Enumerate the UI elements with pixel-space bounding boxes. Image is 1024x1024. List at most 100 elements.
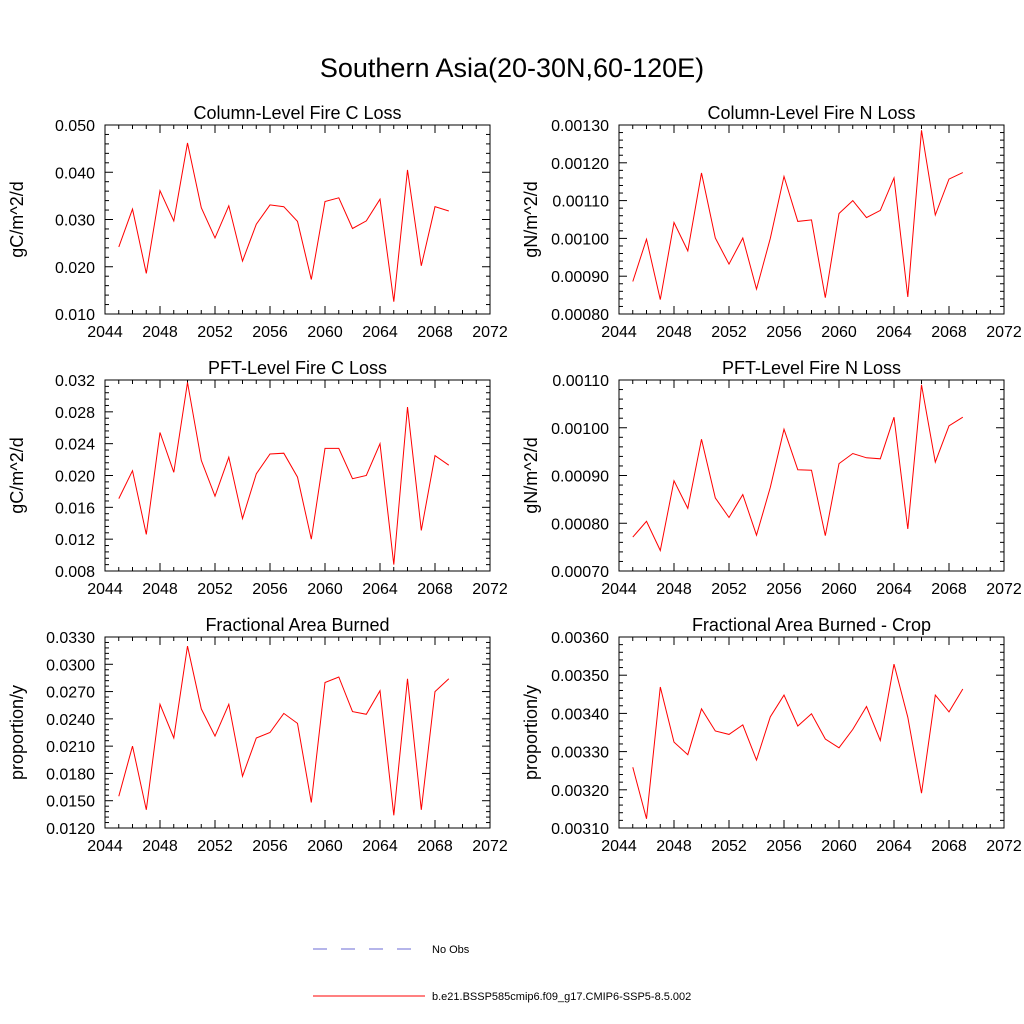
panel-title: Fractional Area Burned	[205, 615, 389, 635]
y-tick-label: 0.00130	[551, 118, 609, 135]
x-tick-label: 2048	[656, 581, 692, 598]
y-tick-label: 0.0240	[46, 712, 95, 729]
plot-frame	[618, 379, 1005, 572]
y-axis-label: gN/m^2/d	[521, 437, 541, 513]
y-tick-label: 0.028	[55, 405, 95, 422]
panel-1: Column-Level Fire C Loss gC/m^2/d 2044 2048…	[7, 103, 508, 341]
panel-title: Fractional Area Burned - Crop	[692, 615, 931, 635]
series-line	[118, 645, 450, 816]
panel-5: Fractional Area Burned proportion/y 2044 20…	[7, 615, 508, 855]
x-tick-label: 2060	[307, 324, 343, 341]
y-tick-label: 0.0180	[46, 766, 95, 783]
panel-title: PFT-Level Fire C Loss	[208, 358, 387, 378]
x-tick-label: 2064	[362, 324, 398, 341]
plot-frame	[104, 636, 491, 829]
x-tick-label: 2072	[472, 324, 508, 341]
x-tick-label: 2052	[711, 581, 747, 598]
y-tick-label: 0.00090	[551, 269, 609, 286]
y-tick-label: 0.00360	[551, 630, 609, 647]
x-tick-label: 2048	[142, 324, 178, 341]
y-tick-label: 0.00110	[552, 373, 609, 390]
y-tick-label: 0.00080	[551, 516, 609, 533]
y-axis-label: gC/m^2/d	[7, 437, 27, 513]
x-tick-label: 2064	[362, 838, 398, 855]
plot-frame	[104, 379, 491, 572]
x-tick-label: 2056	[252, 581, 288, 598]
y-axis-label: gN/m^2/d	[521, 181, 541, 257]
x-tick-label: 2052	[197, 324, 233, 341]
x-tick-label: 2044	[601, 324, 637, 341]
x-tick-label: 2068	[931, 324, 967, 341]
y-tick-label: 0.00100	[551, 421, 609, 438]
y-tick-label: 0.0330	[46, 630, 95, 647]
y-tick-label: 0.00070	[551, 564, 609, 581]
y-tick-label: 0.00120	[551, 156, 609, 173]
y-tick-label: 0.020	[55, 260, 95, 277]
y-tick-label: 0.00350	[551, 668, 609, 685]
x-tick-label: 2048	[142, 838, 178, 855]
y-tick-label: 0.024	[55, 437, 95, 454]
y-tick-label: 0.008	[55, 564, 95, 581]
x-tick-label: 2052	[197, 581, 233, 598]
x-tick-label: 2072	[986, 838, 1022, 855]
x-tick-label: 2072	[472, 581, 508, 598]
series-line	[632, 130, 964, 300]
y-tick-label: 0.030	[55, 213, 95, 230]
x-tick-label: 2052	[711, 324, 747, 341]
legend-obs-label: No Obs	[432, 944, 470, 956]
x-tick-label: 2052	[711, 838, 747, 855]
y-tick-label: 0.010	[55, 307, 95, 324]
series-line	[118, 382, 450, 565]
panel-6: Fractional Area Burned - Crop proportion/…	[521, 615, 1022, 855]
x-tick-label: 2048	[656, 838, 692, 855]
y-tick-label: 0.0300	[46, 657, 95, 674]
x-tick-label: 2072	[472, 838, 508, 855]
x-tick-label: 2048	[142, 581, 178, 598]
panel-title: PFT-Level Fire N Loss	[722, 358, 901, 378]
legend-model-label: b.e21.BSSP585cmip6.f09_g17.CMIP6-SSP5-8.…	[432, 991, 691, 1003]
x-tick-label: 2060	[821, 581, 857, 598]
x-tick-label: 2044	[87, 324, 123, 341]
y-tick-label: 0.040	[55, 165, 95, 182]
y-axis-label: proportion/y	[7, 685, 27, 780]
x-tick-label: 2072	[986, 581, 1022, 598]
x-tick-label: 2044	[601, 838, 637, 855]
y-tick-label: 0.00080	[551, 307, 609, 324]
x-tick-label: 2064	[876, 838, 912, 855]
x-tick-label: 2064	[876, 324, 912, 341]
y-tick-label: 0.0210	[46, 739, 95, 756]
x-tick-label: 2044	[87, 581, 123, 598]
series-line	[632, 384, 964, 553]
y-tick-label: 0.0120	[46, 821, 95, 838]
y-tick-label: 0.00320	[551, 783, 609, 800]
y-axis-label: gC/m^2/d	[7, 181, 27, 257]
x-tick-label: 2060	[307, 581, 343, 598]
x-tick-label: 2056	[766, 838, 802, 855]
x-tick-label: 2052	[197, 838, 233, 855]
panel-4: PFT-Level Fire N Loss gN/m^2/d 2044 2048 205…	[521, 358, 1022, 598]
y-tick-label: 0.00310	[551, 821, 609, 838]
panels: Column-Level Fire C Loss gC/m^2/d 2044 2048…	[7, 103, 1022, 855]
series-line	[118, 142, 449, 302]
x-tick-label: 2068	[417, 838, 453, 855]
panel-2: Column-Level Fire N Loss gN/m^2/d 2044 2048…	[521, 103, 1022, 341]
x-tick-label: 2060	[307, 838, 343, 855]
x-tick-label: 2056	[252, 838, 288, 855]
y-tick-label: 0.00330	[551, 745, 609, 762]
panel-title: Column-Level Fire N Loss	[707, 103, 915, 123]
x-tick-label: 2044	[87, 838, 123, 855]
x-tick-label: 2064	[876, 581, 912, 598]
y-tick-label: 0.0150	[46, 794, 95, 811]
x-tick-label: 2044	[601, 581, 637, 598]
x-tick-label: 2056	[766, 324, 802, 341]
y-tick-label: 0.0270	[46, 685, 95, 702]
y-tick-label: 0.00090	[551, 469, 609, 486]
x-tick-label: 2068	[931, 838, 967, 855]
x-tick-label: 2064	[362, 581, 398, 598]
x-tick-label: 2068	[931, 581, 967, 598]
y-tick-label: 0.00340	[551, 706, 609, 723]
x-tick-label: 2048	[656, 324, 692, 341]
series-line	[632, 663, 964, 819]
x-tick-label: 2060	[821, 838, 857, 855]
